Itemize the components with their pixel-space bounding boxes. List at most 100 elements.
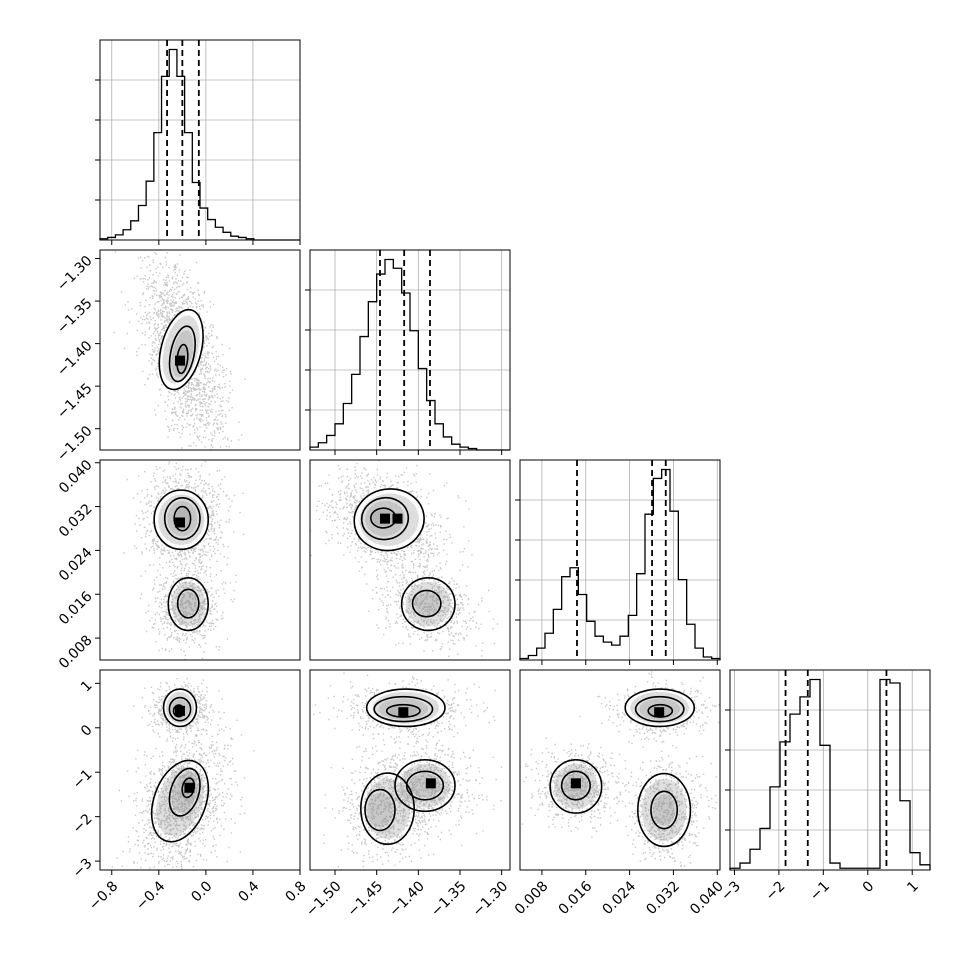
density-shade — [652, 794, 676, 826]
contour-line — [173, 505, 192, 532]
contour-line — [162, 688, 198, 728]
x-tick-label: −1.50 — [303, 878, 345, 920]
contour-line — [168, 325, 196, 383]
contour-line — [153, 489, 210, 551]
panel-frame — [309, 249, 511, 451]
histogram-panel-2 — [515, 459, 721, 665]
density-peak — [175, 517, 185, 528]
x-tick-label: −1.30 — [470, 878, 512, 920]
density-peak — [425, 778, 436, 789]
y-tick-label: 0.016 — [56, 589, 96, 629]
contour-line — [360, 772, 415, 846]
x-tick-label: 0.032 — [643, 878, 683, 918]
panel-frame — [519, 669, 721, 871]
x-tick-label: 0.008 — [512, 878, 552, 918]
contour-line — [373, 695, 434, 723]
histogram-panel-1 — [305, 249, 511, 455]
contour-line — [167, 577, 210, 632]
y-tick-label: 0 — [78, 722, 96, 740]
contour-line — [360, 496, 410, 541]
contour-line — [365, 688, 446, 728]
density-peak — [175, 705, 185, 716]
y-tick-label: −1.30 — [54, 253, 96, 295]
density-peak — [380, 513, 390, 524]
density-peak — [570, 778, 581, 789]
x-tick-label: −1.40 — [386, 878, 428, 920]
contour-line — [549, 758, 603, 814]
panel-frame — [309, 669, 511, 871]
x-tick-label: −2 — [763, 878, 789, 904]
contour-line — [400, 577, 456, 632]
contour-line — [150, 759, 210, 843]
x-tick-label: 0.4 — [235, 878, 262, 905]
panel-frame — [99, 669, 301, 871]
x-tick-label: 0.8 — [283, 878, 310, 905]
contour-line — [650, 790, 679, 830]
panel-content — [111, 677, 255, 870]
panel-frame — [99, 39, 301, 241]
y-tick-label: −1.45 — [54, 381, 96, 423]
density-shade — [171, 581, 206, 627]
contour-line — [405, 770, 445, 801]
y-tick-label: −1 — [70, 767, 96, 793]
contour-line — [394, 758, 456, 813]
density-peak — [184, 782, 195, 793]
y-tick-label: −3 — [70, 855, 96, 881]
y-tick-label: 0.008 — [56, 632, 96, 672]
density-peak — [654, 707, 665, 718]
panel-frame — [729, 669, 931, 871]
x-tick-label: 0.024 — [600, 878, 640, 918]
density-shade — [641, 779, 687, 841]
density-peak — [398, 707, 409, 718]
x-tick-label: 0.040 — [687, 878, 727, 918]
y-tick-label: −2 — [70, 811, 96, 837]
panel-frame — [99, 459, 301, 661]
panel-content — [310, 460, 499, 660]
density-shade — [409, 773, 441, 798]
contour-line — [168, 767, 201, 817]
y-tick-label: −1.35 — [54, 295, 96, 337]
scatter-panel-6 — [309, 459, 511, 661]
x-tick-label: −1.35 — [428, 878, 470, 920]
contour-line — [634, 695, 685, 723]
density-shade — [179, 591, 198, 616]
x-tick-label: 1 — [904, 878, 922, 896]
panel-content — [113, 250, 246, 450]
x-tick-label: −1 — [807, 878, 833, 904]
histogram-step — [729, 678, 931, 870]
contour-line — [168, 696, 192, 722]
histogram-step — [519, 468, 721, 660]
density-shade — [414, 592, 439, 615]
histogram-step — [309, 258, 510, 451]
contour-line — [158, 308, 204, 391]
contour-line — [624, 688, 696, 728]
scatter-panel-9: 0.008 0.016 0.024 0.032 0.040 — [512, 669, 727, 918]
scatter-panel-7: 1 0 −1 −2 −3−0.8 −0.4 0.0 0.4 0.8 — [70, 669, 310, 914]
y-tick-label: 0.032 — [56, 501, 96, 541]
density-peak — [175, 355, 185, 366]
y-tick-label: −1.50 — [54, 423, 96, 465]
scatter-panel-8: −1.50 −1.45 −1.40 −1.35 −1.30 — [303, 669, 512, 920]
x-tick-label: −1.45 — [345, 878, 387, 920]
density-shade — [367, 792, 393, 828]
y-tick-label: 1 — [78, 678, 96, 696]
panel-frame — [309, 459, 511, 661]
contour-line — [364, 788, 396, 832]
contour-line — [176, 588, 200, 619]
panel-content — [123, 460, 245, 660]
density-peak — [392, 513, 403, 524]
x-tick-label: 0.016 — [556, 878, 596, 918]
x-tick-label: 0 — [860, 878, 878, 896]
scatter-points — [313, 672, 503, 870]
panel-frame — [519, 459, 721, 661]
y-tick-label: −1.40 — [54, 338, 96, 380]
contour-line — [411, 589, 442, 618]
contour-line — [560, 770, 591, 801]
panel-content — [521, 671, 720, 870]
histogram-panel-3: −3 −2 −1 0 1 — [718, 669, 931, 904]
panel-content — [313, 672, 503, 870]
x-tick-label: 0.0 — [188, 878, 215, 905]
contour-line — [637, 772, 692, 848]
